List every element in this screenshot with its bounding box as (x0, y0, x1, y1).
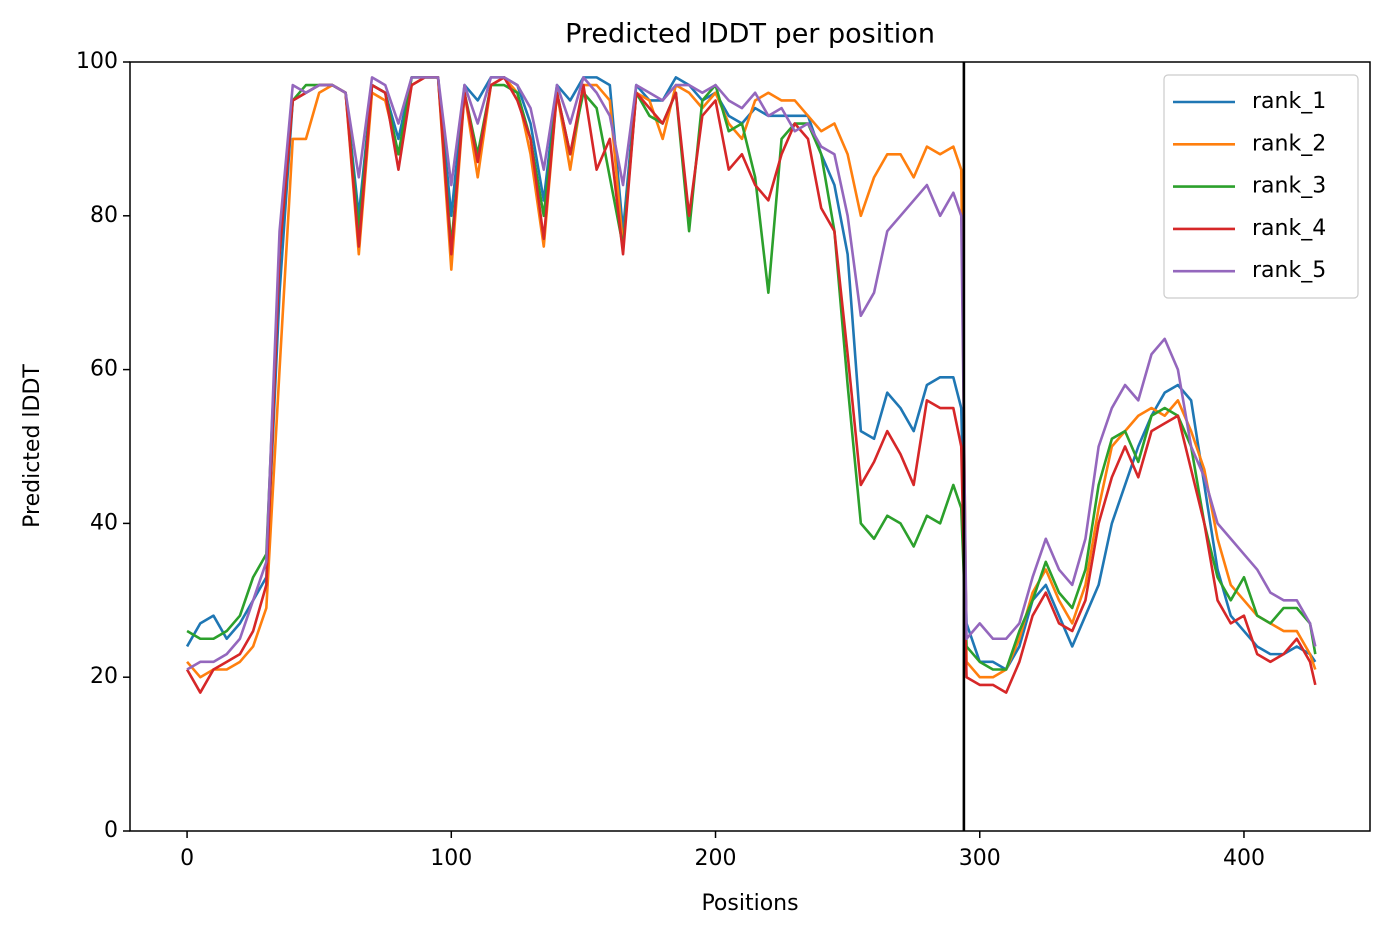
y-tick-label: 80 (90, 203, 118, 228)
x-axis-label: Positions (701, 891, 798, 916)
series-line (185, 76, 1317, 694)
series-line (186, 76, 1317, 679)
y-axis-label: Predicted lDDT (20, 364, 45, 528)
plot-frame (129, 61, 1371, 832)
y-tick-label: 100 (76, 49, 118, 74)
y-tick-label: 20 (90, 664, 118, 689)
x-tick-label: 200 (695, 846, 737, 871)
legend-label: rank_2 (1252, 131, 1326, 156)
legend-label: rank_1 (1252, 89, 1326, 114)
y-tick-label: 40 (90, 510, 118, 535)
x-tick-label: 100 (430, 846, 472, 871)
x-tick-label: 300 (959, 846, 1001, 871)
y-tick-label: 60 (90, 357, 118, 382)
legend-label: rank_3 (1252, 174, 1326, 199)
legend-label: rank_4 (1252, 216, 1326, 241)
chart-title: Predicted lDDT per position (565, 19, 935, 50)
x-tick-label: 0 (180, 846, 194, 871)
series-line (186, 76, 1317, 671)
legend-box (1163, 74, 1359, 299)
x-tick-label: 400 (1223, 846, 1265, 871)
y-tick-label: 0 (104, 818, 118, 843)
legend-label: rank_5 (1252, 258, 1326, 283)
